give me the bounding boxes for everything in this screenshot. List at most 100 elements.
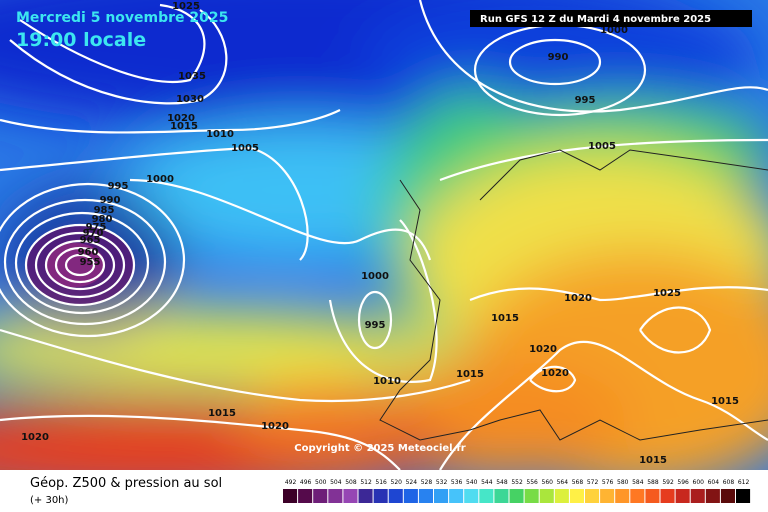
isobar-label: 985 — [94, 205, 115, 216]
footer-title: Géop. Z500 & pression au sol — [30, 476, 222, 491]
colorbar-swatch — [449, 489, 464, 503]
colorbar-label: 540 — [466, 479, 478, 486]
isobar-label: 1020 — [564, 293, 592, 304]
time: 19:00 locale — [16, 29, 146, 51]
isobar-label: 1020 — [541, 368, 569, 379]
isobar-label: 1010 — [206, 129, 234, 140]
isobar-label: 1000 — [361, 271, 389, 282]
colorbar-swatch — [539, 489, 554, 503]
isobar-label: 970 — [83, 228, 104, 239]
field: 1025103510301020101510101005100099599098… — [0, 0, 768, 470]
colorbar-label: 596 — [677, 479, 689, 486]
colorbar-label: 556 — [526, 479, 538, 486]
colorbar-label: 584 — [632, 479, 644, 486]
colorbar-label: 580 — [617, 479, 629, 486]
colorbar-swatch — [705, 489, 720, 503]
isobar-label: 1020 — [21, 432, 49, 443]
isobar-label: 1020 — [167, 113, 195, 124]
colorbar-label: 528 — [421, 479, 433, 486]
colorbar-label: 572 — [587, 479, 599, 486]
isobar-label: 1010 — [373, 376, 401, 387]
isobar-label: 1000 — [600, 25, 628, 36]
colorbar-swatch — [645, 489, 660, 503]
isobar-label: 1020 — [261, 421, 289, 432]
colorbar-swatch — [736, 489, 751, 503]
colorbar-swatch — [585, 489, 600, 503]
colorbar-label: 612 — [738, 479, 750, 486]
colorbar-label: 532 — [436, 479, 448, 486]
colorbar-label: 524 — [406, 479, 418, 486]
colorbar-label: 560 — [542, 479, 554, 486]
isobar-labels: 1025103510301020101510101005100099599098… — [21, 1, 739, 466]
colorbar-swatch — [630, 489, 645, 503]
isobar-label: 1005 — [231, 143, 259, 154]
colorbar-swatch — [569, 489, 584, 503]
isobar-label: 1005 — [588, 141, 616, 152]
isobar-label: 990 — [100, 195, 121, 206]
isobar-label: 980 — [92, 214, 113, 225]
colorbar-swatch — [358, 489, 373, 503]
colorbar-swatch — [690, 489, 705, 503]
isobar-label: 1015 — [456, 369, 484, 380]
colorbar-label: 496 — [300, 479, 312, 486]
colorbar-label: 512 — [360, 479, 372, 486]
footer-lead: (+ 30h) — [30, 495, 69, 506]
colorbar-swatch — [524, 489, 539, 503]
colorbar-swatch — [675, 489, 690, 503]
colorbar-label: 520 — [391, 479, 403, 486]
isobar-label: 995 — [108, 181, 129, 192]
isobar-label: 1025 — [653, 288, 681, 299]
colorbar-swatch — [313, 489, 328, 503]
colorbar-swatch — [373, 489, 388, 503]
colorbar-label: 600 — [693, 479, 705, 486]
isobar-label: 1030 — [176, 94, 204, 105]
colorbar-label: 576 — [602, 479, 614, 486]
colorbar-label: 508 — [345, 479, 357, 486]
isobar-label: 1015 — [208, 408, 236, 419]
isobar-label: 1020 — [529, 344, 557, 355]
colorbar-swatch — [494, 489, 509, 503]
colorbar-swatch — [418, 489, 433, 503]
colorbar-label: 500 — [315, 479, 327, 486]
colorbar-swatch — [434, 489, 449, 503]
colorbar-label: 492 — [285, 479, 297, 486]
isobar-label: 955 — [80, 257, 101, 268]
isobar-label: 990 — [548, 52, 569, 63]
colorbar-swatch — [343, 489, 358, 503]
isobar-label: 995 — [365, 320, 386, 331]
isobar-label: 1015 — [639, 455, 667, 466]
colorbar-label: 604 — [708, 479, 720, 486]
colorbar-swatch — [298, 489, 313, 503]
colorbar-swatch — [660, 489, 675, 503]
colorbar-label: 536 — [451, 479, 463, 486]
colorbar-label: 608 — [723, 479, 735, 486]
colorbar-swatch — [479, 489, 494, 503]
run-box — [470, 10, 752, 27]
colorbar-label: 564 — [557, 479, 569, 486]
isobar-label: 995 — [575, 95, 596, 106]
colorbar-swatch — [509, 489, 524, 503]
copyright: Copyright © 2025 Meteociel.fr — [294, 443, 465, 454]
isobar-label: 1035 — [178, 71, 206, 82]
isobar-label: 1015 — [491, 313, 519, 324]
isobar-label: 975 — [86, 222, 107, 233]
isobar-label: 1000 — [146, 174, 174, 185]
isobar-label: 1025 — [172, 1, 200, 12]
colorbar: 492 496 500 504 508 512 516 520 524 528 532 536 540 5… — [283, 479, 751, 503]
colorbar-label: 568 — [572, 479, 584, 486]
colorbar-swatch — [403, 489, 418, 503]
colorbar-swatch — [720, 489, 735, 503]
isobar-label: 965 — [80, 235, 101, 246]
colorbar-label: 516 — [375, 479, 387, 486]
colorbar-swatch — [464, 489, 479, 503]
isobar-label: 1015 — [170, 121, 198, 132]
colorbar-swatch — [554, 489, 569, 503]
colorbar-label: 592 — [662, 479, 674, 486]
colorbar-label: 552 — [511, 479, 523, 486]
isobar-label: 1015 — [711, 396, 739, 407]
coastline — [379, 179, 768, 441]
colorbar-swatch — [283, 489, 298, 503]
date: Mercredi 5 novembre 2025 — [16, 10, 228, 26]
isobar-label: 960 — [78, 247, 99, 258]
